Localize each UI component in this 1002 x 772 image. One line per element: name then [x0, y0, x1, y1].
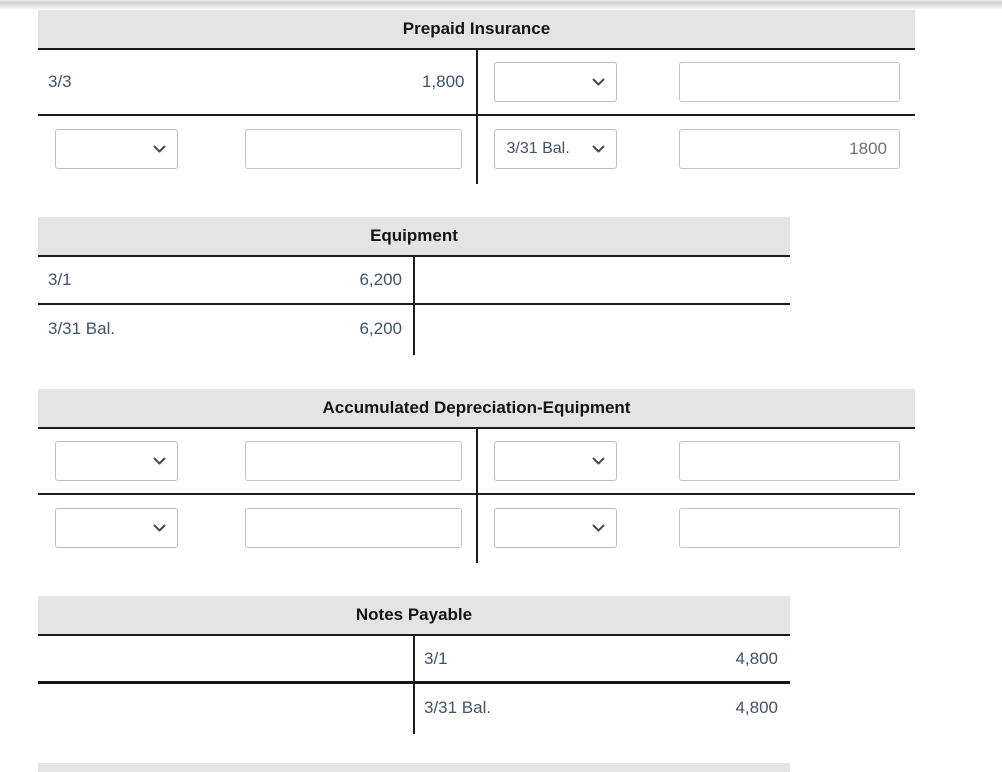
- accumdep-row1-credit-cell: [477, 429, 916, 493]
- t-account-divider: [475, 50, 478, 184]
- accumdep-row2-debit-amount-input[interactable]: [244, 508, 462, 548]
- select-value: 3/31 Bal.: [506, 140, 570, 157]
- table-row: 3/3 1,800: [38, 50, 915, 116]
- notes-row1-credit-cell: 3/1 4,800: [414, 636, 790, 681]
- account-title: Notes Payable: [38, 596, 790, 636]
- prepaid-row2-debit-cell: [38, 116, 477, 182]
- account-title-partial: [38, 763, 790, 772]
- entry-amount: 1,800: [421, 72, 465, 91]
- account-equipment: Equipment 3/1 6,200 3/31 Bal. 6,200: [38, 217, 790, 355]
- account-title: Equipment: [38, 217, 790, 257]
- entry-amount: 4,800: [735, 698, 778, 717]
- prepaid-row1-credit-amount-input[interactable]: [679, 62, 900, 102]
- accumdep-row2-debit-cell: [38, 495, 477, 561]
- account-title: Prepaid Insurance: [38, 10, 915, 50]
- table-row: [38, 495, 915, 561]
- entry-date: 3/1: [424, 648, 448, 668]
- t-account-divider: [413, 257, 415, 355]
- prepaid-row1-credit-cell: [477, 50, 916, 114]
- accumdep-row2-credit-cell: [477, 495, 916, 561]
- equipment-row1-debit-cell: 3/1 6,200: [38, 257, 414, 303]
- table-row: 3/31 Bal. 6,200: [38, 305, 790, 353]
- entry-date: 3/31 Bal.: [424, 698, 492, 717]
- equipment-row2-debit-cell: 3/31 Bal. 6,200: [38, 305, 414, 353]
- accumdep-row2-credit-date-select[interactable]: [493, 508, 617, 548]
- entry-amount: 4,800: [735, 648, 778, 668]
- prepaid-row2-debit-amount-input[interactable]: [244, 129, 462, 169]
- chevron-down-icon: [153, 145, 166, 154]
- t-account-divider: [475, 429, 478, 563]
- accumdep-row1-debit-cell: [38, 429, 477, 493]
- chevron-down-icon: [153, 457, 166, 466]
- notes-row1-debit-cell: [38, 636, 414, 681]
- chevron-down-icon: [592, 145, 605, 154]
- accumdep-row2-credit-amount-input[interactable]: [679, 508, 900, 548]
- account-title: Accumulated Depreciation-Equipment: [38, 389, 915, 429]
- equipment-row1-credit-cell: [414, 257, 790, 303]
- accumdep-row1-credit-amount-input[interactable]: [679, 441, 900, 481]
- accumdep-row2-debit-date-select[interactable]: [55, 508, 178, 548]
- equipment-row2-credit-cell: [414, 305, 790, 353]
- entry-date: 3/3: [48, 72, 72, 91]
- entry-amount: 6,200: [359, 319, 402, 338]
- account-notes-payable: Notes Payable 3/1 4,800 3/31 Bal. 4,800: [38, 596, 790, 734]
- entry-amount: 6,200: [359, 270, 402, 289]
- chevron-down-icon: [592, 78, 605, 87]
- table-row: 3/31 Bal. 4,800: [38, 684, 790, 732]
- prepaid-row2-debit-date-select[interactable]: [55, 129, 178, 169]
- entry-date: 3/1: [48, 270, 72, 289]
- accumdep-row1-debit-date-select[interactable]: [55, 441, 178, 481]
- top-shadow: [0, 0, 1002, 10]
- prepaid-row1-debit-cell: 3/3 1,800: [38, 50, 477, 114]
- prepaid-row2-credit-cell: 3/31 Bal.: [477, 116, 916, 182]
- chevron-down-icon: [592, 457, 605, 466]
- accumdep-row1-credit-date-select[interactable]: [493, 441, 617, 481]
- account-prepaid-insurance: Prepaid Insurance 3/3 1,800: [38, 10, 915, 184]
- t-account-divider: [413, 636, 415, 734]
- table-row: 3/31 Bal.: [38, 116, 915, 182]
- chevron-down-icon: [592, 524, 605, 533]
- notes-row2-debit-cell: [38, 684, 414, 732]
- entry-date: 3/31 Bal.: [48, 319, 116, 338]
- prepaid-row1-credit-date-select[interactable]: [493, 62, 617, 102]
- chevron-down-icon: [153, 524, 166, 533]
- account-accumulated-depreciation-equipment: Accumulated Depreciation-Equipment: [38, 389, 916, 563]
- notes-row2-credit-cell: 3/31 Bal. 4,800: [414, 684, 790, 732]
- accumdep-row1-debit-amount-input[interactable]: [244, 441, 462, 481]
- prepaid-row2-credit-date-select[interactable]: 3/31 Bal.: [493, 129, 617, 169]
- prepaid-row2-credit-amount-input[interactable]: [679, 129, 900, 169]
